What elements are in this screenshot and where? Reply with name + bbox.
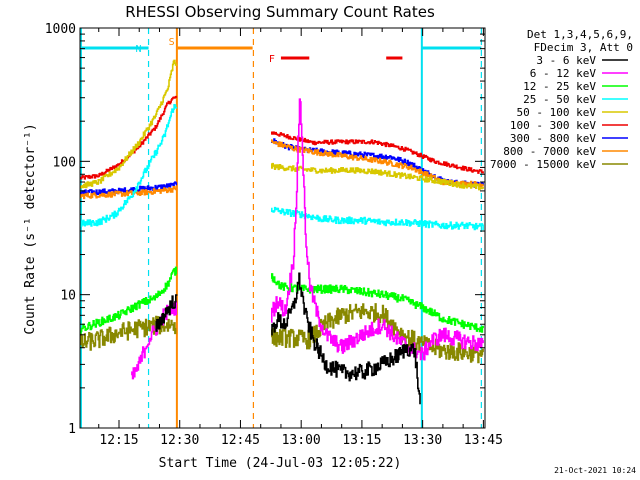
x-axis-label: Start Time (24-Jul-03 12:05:22) <box>159 456 402 471</box>
series-line-100-300-kev <box>271 131 484 174</box>
legend-header-line: Det 1,3,4,5,6,9, <box>527 28 633 41</box>
x-tick-label: 13:00 <box>282 433 321 448</box>
y-tick-label: 1 <box>68 422 76 437</box>
legend-entry-label: 100 - 300 keV <box>510 119 596 132</box>
x-tick-label: 12:45 <box>221 433 260 448</box>
legend-entry-label: 25 - 50 keV <box>523 93 596 106</box>
series-line-3-6-kev <box>155 294 178 332</box>
x-tick-label: 12:30 <box>160 433 199 448</box>
x-tick-label: 13:45 <box>464 433 503 448</box>
legend-entry-label: 3 - 6 keV <box>536 54 596 67</box>
series-line-50-100-kev <box>271 162 484 191</box>
series-line-12-25-kev <box>271 273 484 333</box>
legend-entry-label: 300 - 800 keV <box>510 132 596 145</box>
flag-label-f: F <box>269 54 275 65</box>
series-line-7000-15000-kev <box>271 303 484 364</box>
series-line-12-25-kev <box>80 266 178 335</box>
plot-frame <box>79 27 486 429</box>
legend-entry-label: 12 - 25 keV <box>523 80 596 93</box>
legend: Det 1,3,4,5,6,9,FDecim 3, Att 03 - 6 keV… <box>490 28 633 171</box>
y-tick-label: 100 <box>53 155 76 170</box>
series-line-50-100-kev <box>80 59 178 189</box>
chart-title: RHESSI Observing Summary Count Rates <box>125 3 435 21</box>
series-line-800-7000-kev <box>80 186 178 200</box>
series-line-25-50-kev <box>271 206 484 231</box>
y-axis-label: Count Rate (s⁻¹ detector⁻¹) <box>23 123 38 334</box>
legend-entry-label: 800 - 7000 keV <box>503 145 596 158</box>
footer-date: 21-Oct-2021 10:24 <box>554 466 636 475</box>
legend-entry-label: 7000 - 15000 keV <box>490 158 596 171</box>
x-tick-label: 13:15 <box>342 433 381 448</box>
x-tick-label: 12:15 <box>99 433 138 448</box>
y-tick-label: 10 <box>60 289 76 304</box>
series-line-25-50-kev <box>80 104 178 227</box>
legend-entry-label: 6 - 12 keV <box>530 67 597 80</box>
flag-label-n: N <box>136 44 142 55</box>
legend-header-line: FDecim 3, Att 0 <box>534 41 633 54</box>
x-tick-label: 13:30 <box>403 433 442 448</box>
legend-entry-label: 50 - 100 keV <box>517 106 597 119</box>
y-tick-label: 1000 <box>45 22 76 37</box>
series-line-3-6-kev <box>271 272 421 405</box>
series-line-7000-15000-kev <box>80 315 177 351</box>
series-line-6-12-kev <box>271 98 484 361</box>
flag-label-s: S <box>169 37 175 48</box>
